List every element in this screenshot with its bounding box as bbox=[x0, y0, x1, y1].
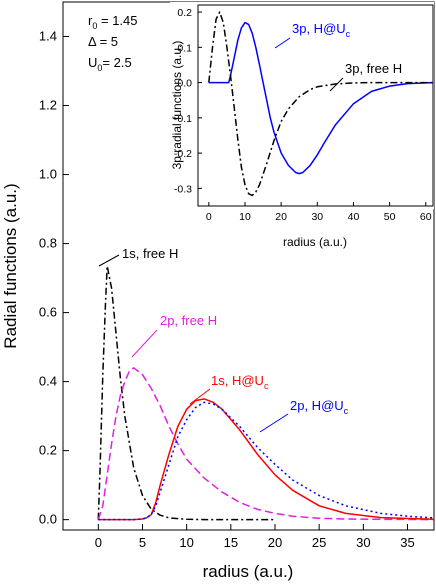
inset-x-tick-label: 10 bbox=[239, 211, 251, 223]
inset-x-tick-label: 40 bbox=[348, 211, 360, 223]
main-series-3-line bbox=[98, 401, 435, 521]
label-2p-free-h: 2p, free H bbox=[160, 313, 217, 328]
inset-y-tick-label: -0.2 bbox=[174, 148, 192, 160]
arrow-1s-h-uc bbox=[189, 388, 211, 405]
inset-x-tick-label: 0 bbox=[206, 211, 212, 223]
main-ticks: 0 5 10 15 20 25 30 35 0.0 0.2 0.4 0.6 0.8 1.0 1.2 1.4 bbox=[39, 29, 415, 550]
main-x-axis-label: radius (a.u.) bbox=[203, 562, 294, 581]
main-series-0-line bbox=[97, 265, 275, 521]
main-y-tick-label: 0.6 bbox=[39, 305, 57, 320]
main-x-tick-label: 5 bbox=[139, 535, 146, 550]
label-3p-free-h: 3p, free H bbox=[345, 61, 402, 76]
inset-y-axis-label: 3p radial functions (a.u.) bbox=[170, 41, 184, 170]
inset-curves bbox=[208, 11, 434, 197]
inset-x-tick-label: 60 bbox=[420, 211, 432, 223]
inset-y-tick-label: 0.2 bbox=[177, 7, 192, 19]
main-x-tick-label: 20 bbox=[268, 535, 282, 550]
arrow-3p-free-h bbox=[329, 77, 344, 92]
arrow-2p-h-uc bbox=[259, 413, 289, 433]
inset-series-1-line bbox=[208, 11, 433, 197]
main-y-tick-label: 0.0 bbox=[39, 512, 57, 527]
arrow-2p-free-h bbox=[131, 329, 158, 358]
main-series-1-line bbox=[97, 367, 435, 521]
label-2p-h-uc: 2p, H@Uc bbox=[290, 398, 349, 416]
inset-plot-frame bbox=[197, 4, 434, 207]
inset-x-axis-label: radius (a.u.) bbox=[283, 235, 347, 249]
inset-x-tick-label: 30 bbox=[311, 211, 323, 223]
main-y-axis-label: Radial functions (a.u.) bbox=[1, 183, 20, 348]
main-curves bbox=[97, 265, 435, 521]
main-y-tick-label: 1.0 bbox=[39, 167, 57, 182]
inset-y-tick-label: -0.3 bbox=[174, 183, 192, 195]
main-y-tick-label: 1.2 bbox=[39, 98, 57, 113]
inset-x-tick-label: 20 bbox=[275, 211, 287, 223]
inset-x-tick-label: 50 bbox=[384, 211, 396, 223]
main-x-tick-label: 25 bbox=[312, 535, 326, 550]
main-y-tick-label: 1.4 bbox=[39, 29, 57, 44]
main-y-tick-label: 0.8 bbox=[39, 236, 57, 251]
main-y-tick-label: 0.2 bbox=[39, 443, 57, 458]
label-1s-h-uc: 1s, H@Uc bbox=[211, 373, 269, 391]
main-x-tick-label: 0 bbox=[95, 535, 102, 550]
param-delta: Δ = 5 bbox=[88, 34, 118, 49]
arrow-1s-free-h bbox=[98, 254, 120, 267]
inset-series-0-line bbox=[208, 21, 434, 175]
param-r0: r0 = 1.45 bbox=[88, 13, 138, 31]
inset-plot: 0 10 20 30 40 50 60 -0.3 -0.2 -0.1 0.0 0.1 0.2 3p, H… bbox=[170, 2, 434, 249]
main-x-tick-label: 10 bbox=[179, 535, 193, 550]
inset-ticks: 0 10 20 30 40 50 60 -0.3 -0.2 -0.1 0.0 0.1 0.2 bbox=[174, 7, 432, 223]
main-x-tick-label: 30 bbox=[356, 535, 370, 550]
inset-y-tick-label: -0.1 bbox=[174, 113, 192, 125]
inset-y-tick-label: 0.1 bbox=[177, 42, 192, 54]
label-3p-h-uc: 3p, H@Uc bbox=[292, 21, 351, 39]
main-x-tick-label: 15 bbox=[224, 535, 238, 550]
arrow-3p-h-uc bbox=[274, 37, 291, 49]
inset-y-tick-label: 0.0 bbox=[177, 78, 192, 90]
main-y-tick-label: 0.4 bbox=[39, 374, 57, 389]
label-1s-free-h: 1s, free H bbox=[122, 246, 178, 261]
main-x-tick-label: 35 bbox=[400, 535, 414, 550]
